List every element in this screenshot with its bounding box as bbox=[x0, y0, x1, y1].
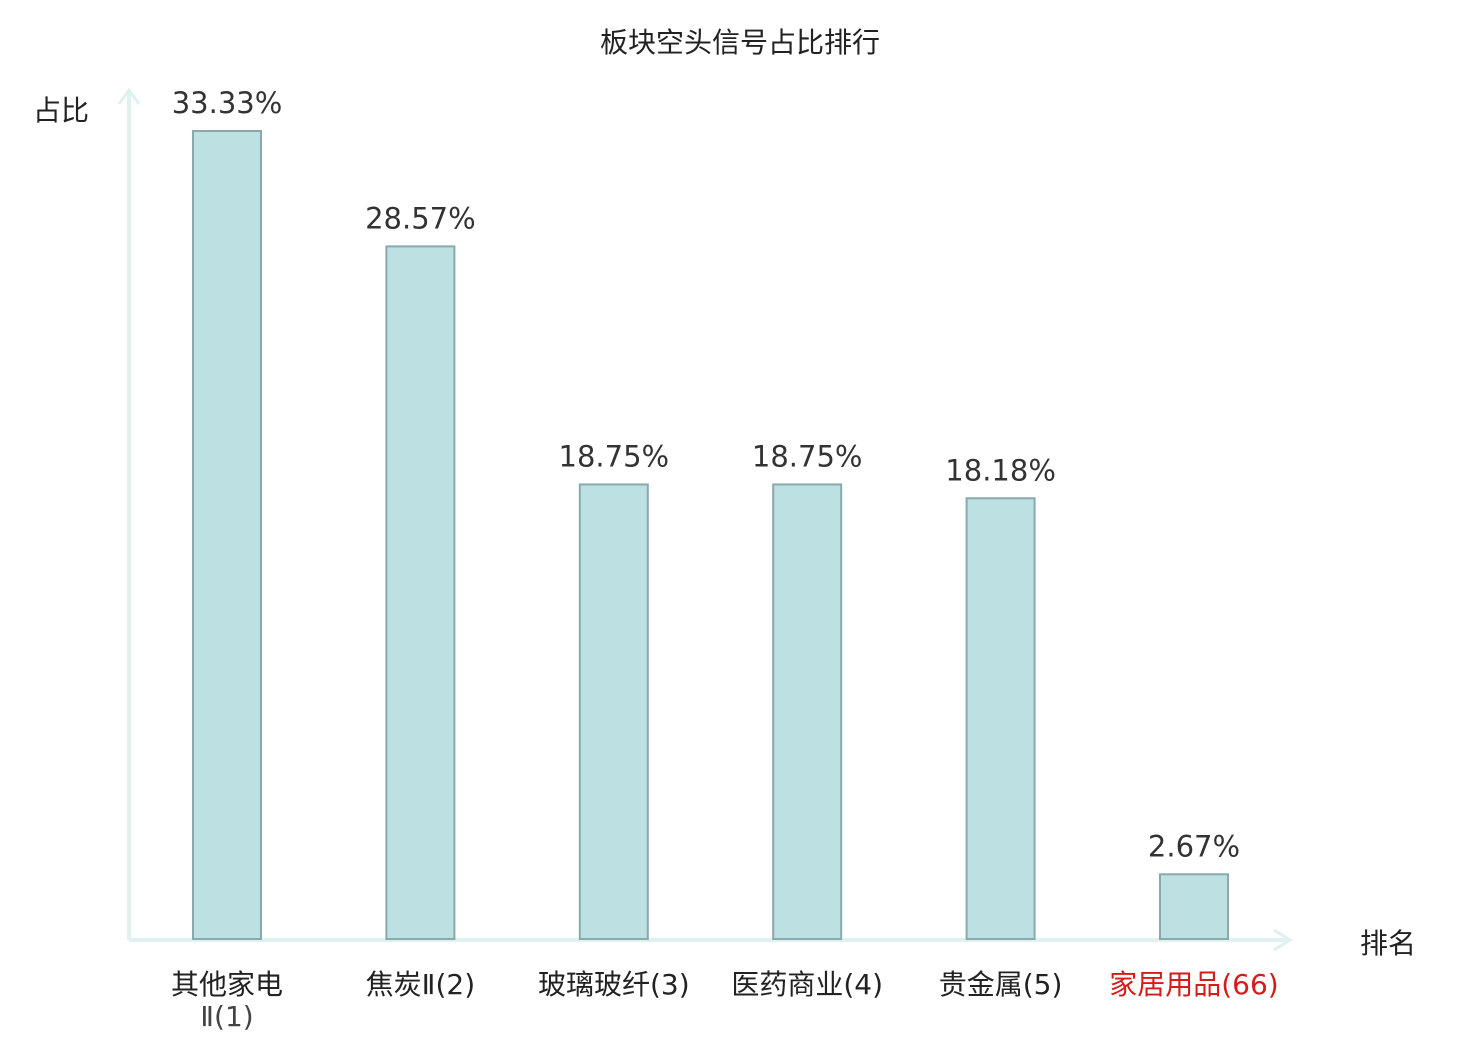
value-label-5: 18.18% bbox=[945, 453, 1056, 487]
bar-6 bbox=[1159, 873, 1229, 940]
value-label-2: 28.57% bbox=[365, 201, 476, 235]
axes bbox=[117, 87, 1293, 952]
value-label-1: 33.33% bbox=[172, 86, 283, 120]
y-axis-arrow bbox=[117, 87, 141, 105]
category-label-6: 家居用品(66) bbox=[1109, 968, 1278, 1001]
category-label-2: 焦炭Ⅱ(2) bbox=[366, 968, 475, 1001]
chart-title: 板块空头信号占比排行 bbox=[600, 26, 880, 59]
bar-1 bbox=[192, 130, 262, 940]
bar-2 bbox=[385, 245, 456, 941]
bar-5 bbox=[965, 497, 1036, 940]
category-label-1: 其他家电 bbox=[171, 968, 283, 1001]
bar-3 bbox=[578, 483, 649, 940]
category-label-4: 医药商业(4) bbox=[731, 968, 883, 1001]
category-label-1-line2: Ⅱ(1) bbox=[200, 1000, 253, 1033]
bars-group bbox=[192, 130, 1229, 941]
value-label-4: 18.75% bbox=[752, 439, 863, 473]
value-label-3: 18.75% bbox=[559, 439, 670, 473]
y-axis-label: 占比 bbox=[33, 94, 89, 127]
x-axis-label: 排名 bbox=[1360, 927, 1416, 960]
bar-4 bbox=[772, 483, 843, 940]
value-labels-group: 33.33% 28.57% 18.75% 18.75% 18.18% 2.67% bbox=[172, 86, 1240, 863]
category-label-5: 贵金属(5) bbox=[939, 968, 1063, 1001]
value-label-6: 2.67% bbox=[1148, 829, 1240, 863]
x-axis-arrow bbox=[1273, 928, 1293, 952]
category-label-3: 玻璃玻纤(3) bbox=[538, 968, 690, 1001]
